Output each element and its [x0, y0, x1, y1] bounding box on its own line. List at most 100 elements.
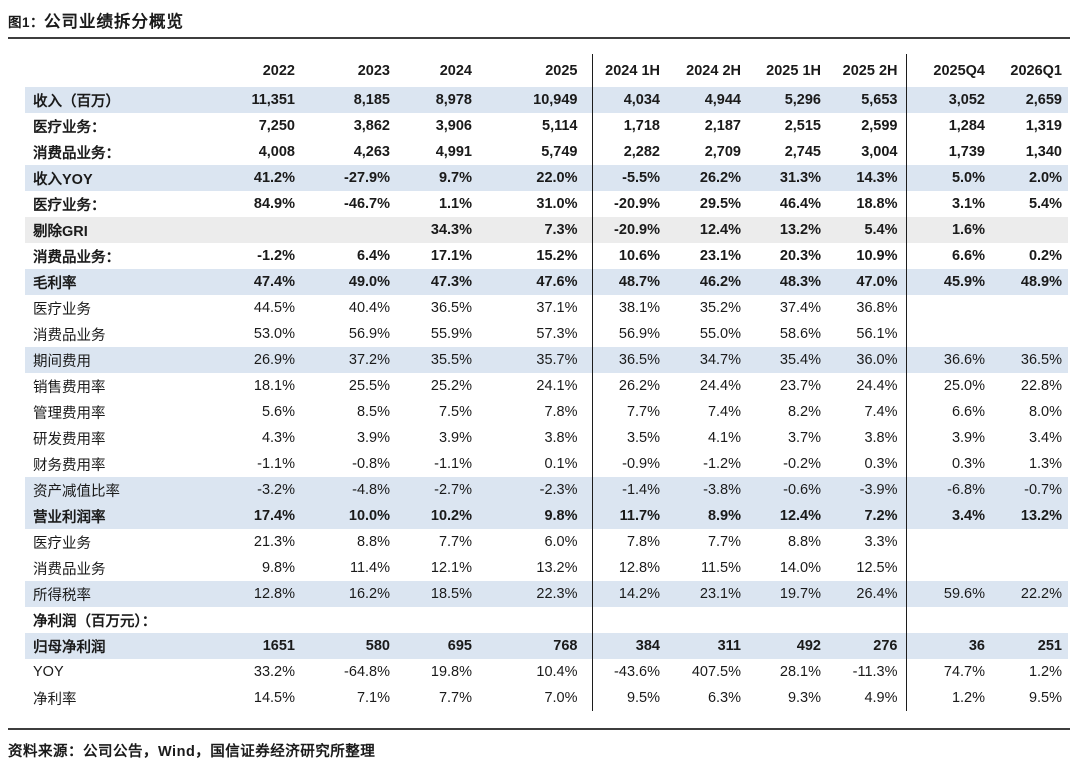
row-label: 资产减值比率 [33, 483, 120, 500]
cell: 695 [447, 638, 472, 654]
cell: 251 [1037, 638, 1062, 654]
cell: 20.3% [779, 248, 821, 264]
cell: 7.7% [626, 404, 660, 420]
cell [390, 607, 472, 633]
cell: 7.7% [707, 534, 741, 550]
cell: 9.5% [1028, 690, 1062, 706]
cell [210, 607, 295, 633]
cell: 48.3% [779, 274, 821, 290]
cell: 1,319 [1025, 118, 1062, 134]
cell: 9.3% [787, 690, 821, 706]
cell: 26.4% [821, 581, 907, 607]
cell: 36.5% [1020, 352, 1062, 368]
cell: 7.4% [707, 404, 741, 420]
cell [821, 607, 907, 633]
cell: 45.9% [943, 274, 985, 290]
cell: -64.8% [344, 664, 390, 680]
cell: 5,749 [472, 139, 593, 165]
cell: 311 [717, 638, 741, 654]
cell: -1.4% [622, 482, 660, 498]
cell: -5.5% [622, 170, 660, 186]
cell: 580 [365, 638, 390, 654]
row-label: YOY [33, 664, 64, 680]
cell: -6.8% [947, 482, 985, 498]
cell: 1,739 [948, 144, 985, 160]
cell: 2,187 [704, 118, 741, 134]
cell: 31.0% [472, 191, 593, 217]
row-label: 剔除GRI [33, 223, 88, 240]
row-label: 财务费用率 [33, 457, 106, 474]
cell: 10.2% [430, 508, 472, 524]
row-label: 营业利润率 [33, 509, 106, 526]
cell: 5,653 [821, 87, 907, 113]
cell: 4.3% [261, 430, 295, 446]
cell: 407.5% [691, 664, 741, 680]
cell: 31.3% [779, 170, 821, 186]
cell: 33.2% [253, 664, 295, 680]
cell: -27.9% [344, 170, 390, 186]
cell: 23.7% [779, 378, 821, 394]
source-note: 资料来源：公司公告，Wind，国信证券经济研究所整理 [8, 744, 376, 760]
table-row-7: 毛利率 47.4% 49.0% 47.3% 47.6% 48.7% 46.2% 48.3% 47… [25, 269, 1068, 295]
cell: -1.2% [257, 248, 295, 264]
cell: -3.2% [257, 482, 295, 498]
cell: 7,250 [258, 118, 295, 134]
cell: 14.0% [779, 560, 821, 576]
cell [906, 321, 985, 347]
cell [906, 529, 985, 555]
row-label: 医疗业务： [33, 119, 106, 136]
cell: 55.0% [699, 326, 741, 342]
cell: 3,052 [948, 92, 985, 108]
cell: 276 [821, 633, 907, 659]
cell: 4.1% [707, 430, 741, 446]
cell: 25.5% [348, 378, 390, 394]
cell: 1.1% [438, 196, 472, 212]
col-header-2025-1h: 2025 1H [766, 62, 821, 79]
cell: 36.8% [821, 295, 907, 321]
cell: 10.4% [472, 659, 593, 685]
table-row-11: 销售费用率 18.1% 25.5% 25.2% 24.1% 26.2% 24.4% 23.7%… [25, 373, 1068, 399]
cell [985, 321, 1068, 347]
cell: 384 [635, 638, 660, 654]
cell: -0.8% [352, 456, 390, 472]
cell: 4,008 [258, 144, 295, 160]
cell: 49.0% [348, 274, 390, 290]
cell [906, 555, 985, 581]
row-label: 净利润（百万元）： [33, 613, 157, 630]
table-row-2: 消费品业务： 4,008 4,263 4,991 5,749 2,282 2,709 2,74… [25, 139, 1068, 165]
row-label: 医疗业务 [33, 301, 91, 318]
cell: 7.7% [438, 534, 472, 550]
cell: 3.8% [821, 425, 907, 451]
cell: 8.9% [707, 508, 741, 524]
cell: 3,906 [435, 118, 472, 134]
row-label: 归母净利润 [33, 639, 106, 656]
cell: 23.1% [699, 586, 741, 602]
cell: 5,296 [784, 92, 821, 108]
cell: 48.9% [1020, 274, 1062, 290]
row-label: 消费品业务 [33, 561, 106, 578]
cell: 2,659 [1025, 92, 1062, 108]
cell: 3,004 [821, 139, 907, 165]
cell: 2,515 [784, 118, 821, 134]
col-header-2024-1h: 2024 1H [605, 62, 660, 79]
header-corner-cell [25, 54, 210, 87]
cell: 19.8% [430, 664, 472, 680]
cell: 9.8% [261, 560, 295, 576]
table-row-14: 财务费用率 -1.1% -0.8% -1.1% 0.1% -0.9% -1.2% -0.2% 0… [25, 451, 1068, 477]
cell: 22.0% [472, 165, 593, 191]
cell: 19.7% [779, 586, 821, 602]
table-row-12: 管理费用率 5.6% 8.5% 7.5% 7.8% 7.7% 7.4% 8.2% 7.4% 6.6… [25, 399, 1068, 425]
table-row-23: 净利率 14.5% 7.1% 7.7% 7.0% 9.5% 6.3% 9.3% 4.9% 1.2%… [25, 685, 1068, 711]
table-row-4: 医疗业务： 84.9% -46.7% 1.1% 31.0% -20.9% 29.5% 46.4… [25, 191, 1068, 217]
cell: 7.3% [472, 217, 593, 243]
cell: 7.4% [821, 399, 907, 425]
cell [985, 555, 1068, 581]
table-row-15: 资产减值比率 -3.2% -4.8% -2.7% -2.3% -1.4% -3.8% -0.6… [25, 477, 1068, 503]
cell: 12.8% [253, 586, 295, 602]
cell: 10,949 [472, 87, 593, 113]
cell: 23.1% [699, 248, 741, 264]
cell: 25.2% [430, 378, 472, 394]
cell: 37.1% [472, 295, 593, 321]
cell: 9.8% [472, 503, 593, 529]
